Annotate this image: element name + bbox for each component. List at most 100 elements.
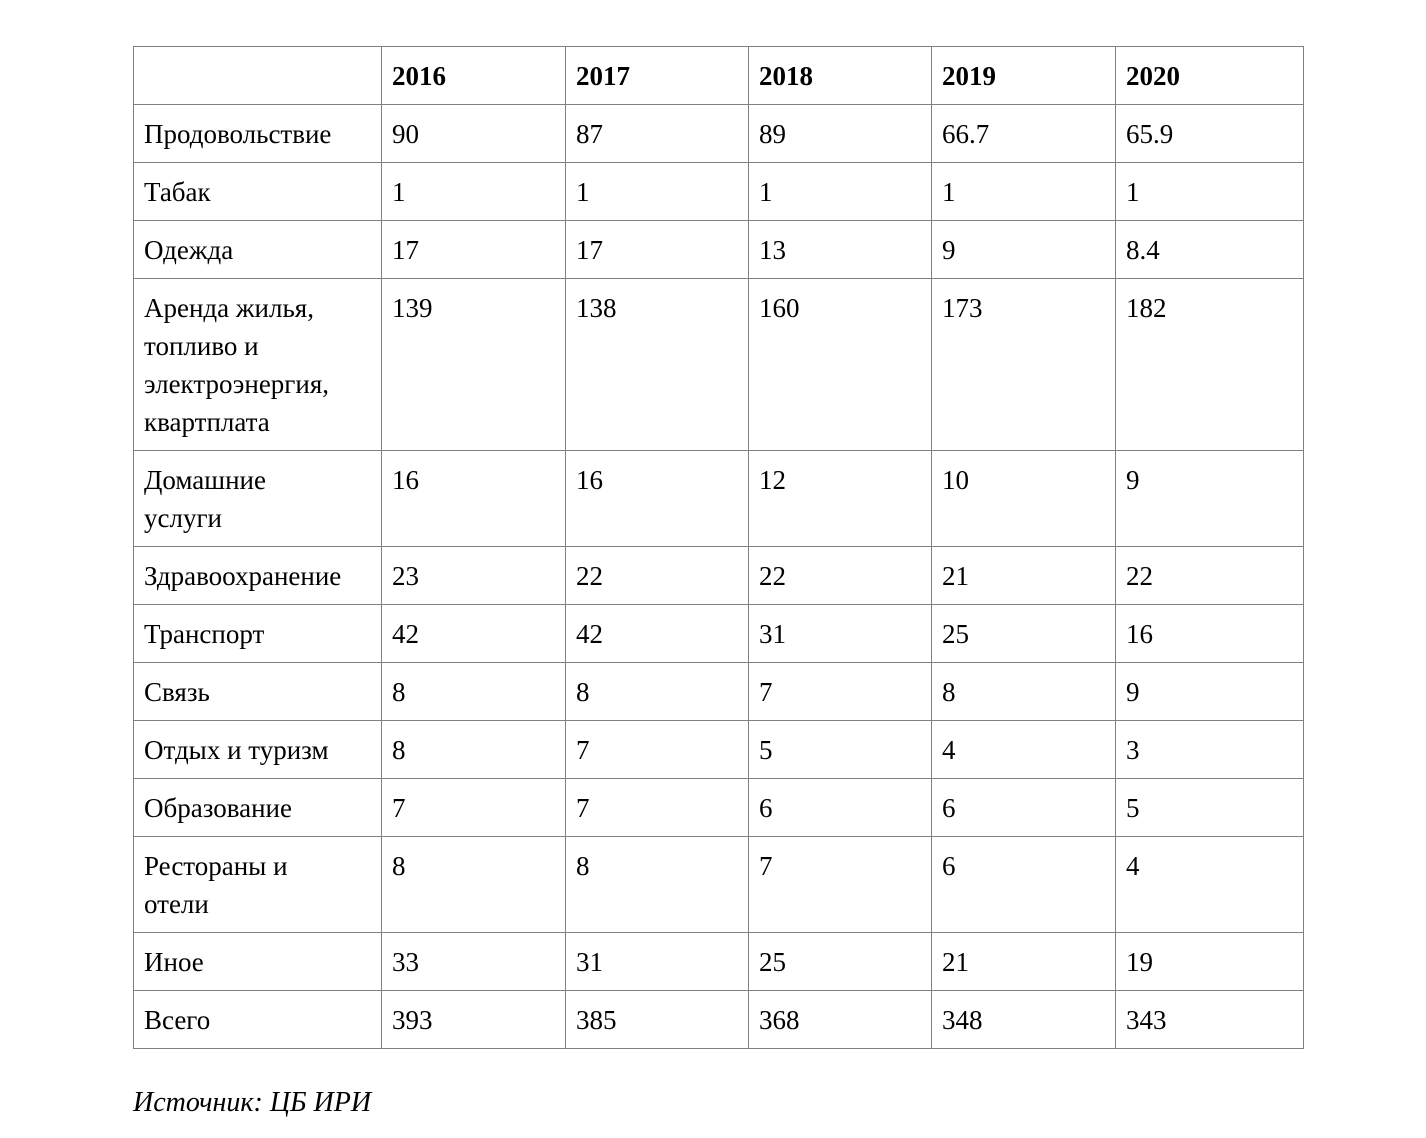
table-row: Отдых и туризм 8 7 5 4 3 — [133, 720, 1304, 779]
table-row: Табак 1 1 1 1 1 — [133, 162, 1304, 221]
cell-value: 8 — [381, 836, 566, 933]
row-label: Связь — [133, 662, 382, 721]
cell-value: 393 — [381, 990, 566, 1049]
row-label: Отдых и туризм — [133, 720, 382, 779]
cell-value: 22 — [748, 546, 932, 605]
table-row: Одежда 17 17 13 9 8.4 — [133, 220, 1304, 279]
table-row: Продовольствие 90 87 89 66.7 65.9 — [133, 104, 1304, 163]
cell-value: 5 — [1115, 778, 1304, 837]
cell-value: 25 — [748, 932, 932, 991]
cell-value: 385 — [565, 990, 749, 1049]
cell-value: 8 — [565, 836, 749, 933]
cell-value: 65.9 — [1115, 104, 1304, 163]
cell-value: 7 — [748, 662, 932, 721]
cell-value: 348 — [931, 990, 1116, 1049]
cell-value: 160 — [748, 278, 932, 451]
header-cell-year-2018: 2018 — [748, 46, 932, 105]
expenditure-table: 2016 2017 2018 2019 2020 Продовольствие … — [133, 46, 1304, 1049]
row-label: Здравоохранение — [133, 546, 382, 605]
row-label: Рестораны и отели — [133, 836, 382, 933]
cell-value: 8 — [381, 662, 566, 721]
cell-value: 9 — [1115, 662, 1304, 721]
table-row: Всего 393 385 368 348 343 — [133, 990, 1304, 1049]
cell-value: 368 — [748, 990, 932, 1049]
table-header-row: 2016 2017 2018 2019 2020 — [133, 46, 1304, 105]
cell-value: 6 — [748, 778, 932, 837]
row-label: Аренда жилья, топливо и электроэнергия, … — [133, 278, 382, 451]
cell-value: 3 — [1115, 720, 1304, 779]
cell-value: 8.4 — [1115, 220, 1304, 279]
row-label: Одежда — [133, 220, 382, 279]
row-label: Иное — [133, 932, 382, 991]
row-label: Образование — [133, 778, 382, 837]
cell-value: 89 — [748, 104, 932, 163]
table-row: Здравоохранение 23 22 22 21 22 — [133, 546, 1304, 605]
table-row: Аренда жилья, топливо и электроэнергия, … — [133, 278, 1304, 451]
cell-value: 87 — [565, 104, 749, 163]
cell-value: 13 — [748, 220, 932, 279]
cell-value: 17 — [381, 220, 566, 279]
cell-value: 7 — [565, 778, 749, 837]
cell-value: 66.7 — [931, 104, 1116, 163]
cell-value: 5 — [748, 720, 932, 779]
cell-value: 1 — [565, 162, 749, 221]
table-row: Домашние услуги 16 16 12 10 9 — [133, 450, 1304, 547]
cell-value: 4 — [931, 720, 1116, 779]
cell-value: 42 — [381, 604, 566, 663]
header-cell-empty — [133, 46, 382, 105]
header-cell-year-2020: 2020 — [1115, 46, 1304, 105]
cell-value: 23 — [381, 546, 566, 605]
cell-value: 31 — [748, 604, 932, 663]
cell-value: 9 — [1115, 450, 1304, 547]
cell-value: 31 — [565, 932, 749, 991]
cell-value: 21 — [931, 546, 1116, 605]
cell-value: 173 — [931, 278, 1116, 451]
cell-value: 6 — [931, 778, 1116, 837]
table-row: Иное 33 31 25 21 19 — [133, 932, 1304, 991]
cell-value: 343 — [1115, 990, 1304, 1049]
cell-value: 182 — [1115, 278, 1304, 451]
cell-value: 90 — [381, 104, 566, 163]
cell-value: 1 — [748, 162, 932, 221]
table-row: Транспорт 42 42 31 25 16 — [133, 604, 1304, 663]
cell-value: 22 — [1115, 546, 1304, 605]
table-row: Связь 8 8 7 8 9 — [133, 662, 1304, 721]
cell-value: 7 — [748, 836, 932, 933]
header-cell-year-2019: 2019 — [931, 46, 1116, 105]
cell-value: 16 — [565, 450, 749, 547]
row-label: Домашние услуги — [133, 450, 382, 547]
header-cell-year-2017: 2017 — [565, 46, 749, 105]
cell-value: 4 — [1115, 836, 1304, 933]
cell-value: 16 — [381, 450, 566, 547]
table-row: Образование 7 7 6 6 5 — [133, 778, 1304, 837]
cell-value: 1 — [931, 162, 1116, 221]
cell-value: 8 — [565, 662, 749, 721]
cell-value: 8 — [931, 662, 1116, 721]
cell-value: 19 — [1115, 932, 1304, 991]
cell-value: 17 — [565, 220, 749, 279]
cell-value: 1 — [1115, 162, 1304, 221]
row-label: Транспорт — [133, 604, 382, 663]
row-label: Табак — [133, 162, 382, 221]
source-note: Источник: ЦБ ИРИ — [133, 1087, 372, 1118]
cell-value: 7 — [565, 720, 749, 779]
cell-value: 7 — [381, 778, 566, 837]
cell-value: 6 — [931, 836, 1116, 933]
cell-value: 12 — [748, 450, 932, 547]
cell-value: 16 — [1115, 604, 1304, 663]
cell-value: 25 — [931, 604, 1116, 663]
cell-value: 139 — [381, 278, 566, 451]
row-label: Продовольствие — [133, 104, 382, 163]
cell-value: 42 — [565, 604, 749, 663]
cell-value: 8 — [381, 720, 566, 779]
header-cell-year-2016: 2016 — [381, 46, 566, 105]
table-row: Рестораны и отели 8 8 7 6 4 — [133, 836, 1304, 933]
cell-value: 33 — [381, 932, 566, 991]
cell-value: 22 — [565, 546, 749, 605]
cell-value: 1 — [381, 162, 566, 221]
cell-value: 21 — [931, 932, 1116, 991]
cell-value: 10 — [931, 450, 1116, 547]
row-label: Всего — [133, 990, 382, 1049]
cell-value: 138 — [565, 278, 749, 451]
